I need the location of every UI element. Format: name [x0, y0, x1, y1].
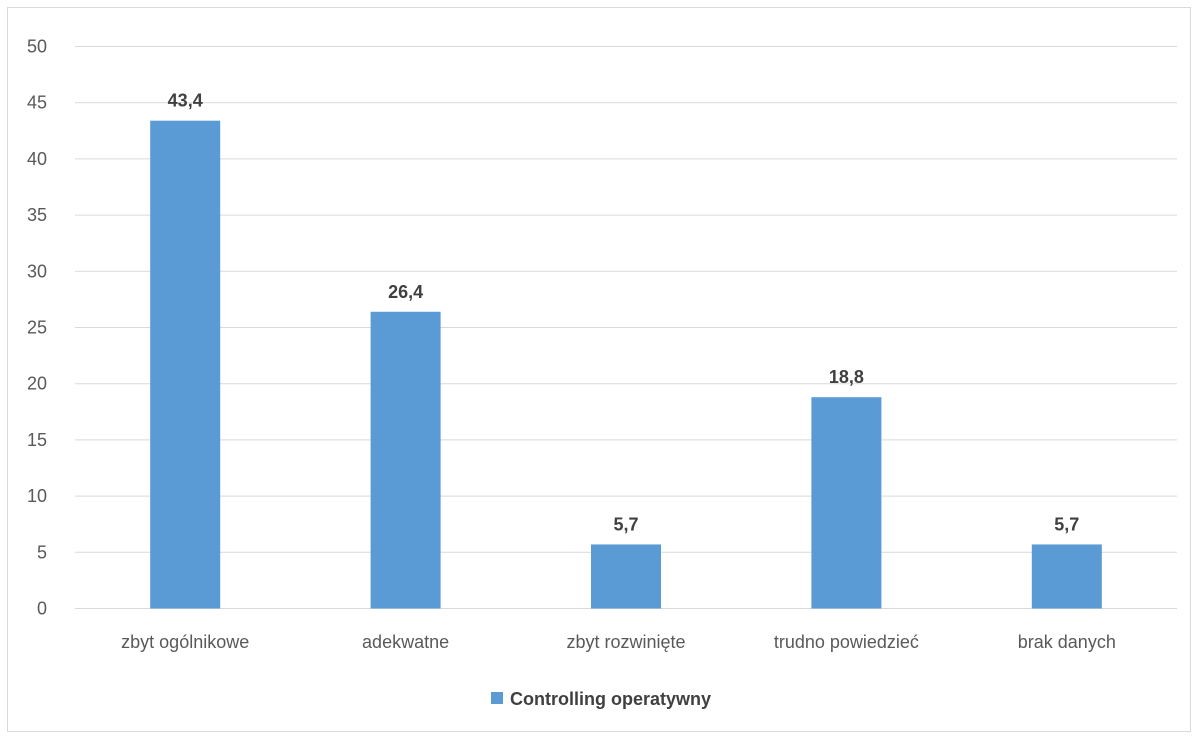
bar: [370, 311, 441, 609]
gridlines: [75, 46, 1177, 609]
y-tick-label: 15: [27, 430, 47, 450]
data-labels: 43,4 26,4 5,7 18,8 5,7: [168, 91, 1080, 535]
legend-swatch: [491, 692, 503, 704]
data-label: 18,8: [829, 367, 864, 387]
x-category-label: zbyt ogólnikowe: [121, 632, 249, 652]
data-label: 43,4: [168, 91, 203, 111]
bar: [1031, 544, 1102, 609]
data-label: 26,4: [388, 282, 423, 302]
y-tick-label: 5: [37, 542, 47, 562]
legend-label: Controlling operatywny: [510, 689, 711, 709]
data-label: 5,7: [1054, 514, 1079, 534]
y-tick-label: 0: [37, 599, 47, 619]
bar: [591, 544, 661, 609]
y-tick-label: 40: [27, 149, 47, 169]
x-category-label: trudno powiedzieć: [774, 632, 919, 652]
x-category-label: brak danych: [1018, 632, 1116, 652]
bar: [811, 397, 882, 609]
y-axis-ticks: 0 5 10 15 20 25 30 35 40 45 50: [27, 37, 47, 619]
legend: Controlling operatywny: [491, 689, 711, 709]
y-tick-label: 10: [27, 486, 47, 506]
y-tick-label: 35: [27, 205, 47, 225]
data-label: 5,7: [613, 514, 638, 534]
y-tick-label: 30: [27, 261, 47, 281]
y-tick-label: 50: [27, 37, 47, 57]
bars: [150, 120, 1102, 609]
bar: [150, 120, 221, 609]
x-axis-categories: zbyt ogólnikowe adekwatne zbyt rozwinięte t…: [121, 632, 1116, 652]
y-tick-label: 25: [27, 318, 47, 338]
y-tick-label: 45: [27, 93, 47, 113]
x-category-label: adekwatne: [362, 632, 449, 652]
y-tick-label: 20: [27, 374, 47, 394]
x-category-label: zbyt rozwinięte: [566, 632, 685, 652]
